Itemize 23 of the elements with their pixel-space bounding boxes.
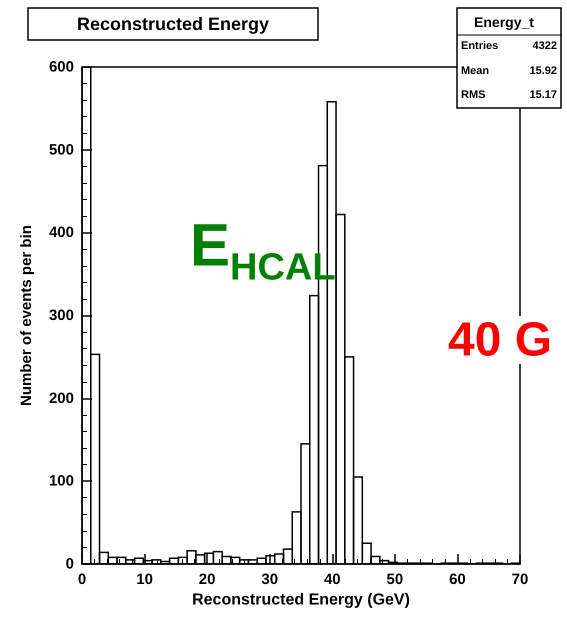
x-tick-label: 50	[386, 571, 404, 588]
x-tick-label: 40	[324, 571, 341, 588]
x-tick-label: 10	[136, 571, 153, 588]
y-tick-label: 400	[48, 224, 74, 242]
annotation: 40 G	[448, 314, 552, 366]
y-tick-label: 0	[66, 556, 74, 572]
y-tick-label: 100	[48, 472, 74, 490]
text: RMS 15.17	[461, 89, 557, 101]
y-tick-label: 500	[48, 141, 74, 158]
x-axis-title: Reconstructed Energy (GeV)	[192, 592, 410, 608]
x-tick-label: 70	[512, 571, 528, 588]
x-tick-label: 20	[198, 571, 216, 588]
x-tick-label: 0	[78, 571, 86, 588]
x-tick-label: 60	[449, 571, 466, 588]
y-tick-label: 200	[48, 390, 74, 407]
y-tick-label: 300	[48, 307, 74, 324]
y-axis-title: Number of events per bin	[18, 225, 35, 406]
text: Energy_t	[474, 14, 534, 30]
text: Entries 4322	[461, 40, 557, 52]
y-tick-label: 600	[48, 58, 74, 76]
x-tick-label: 30	[261, 571, 278, 588]
text: Mean 15.92	[461, 65, 557, 77]
chart-title: Reconstructed Energy	[76, 14, 270, 34]
